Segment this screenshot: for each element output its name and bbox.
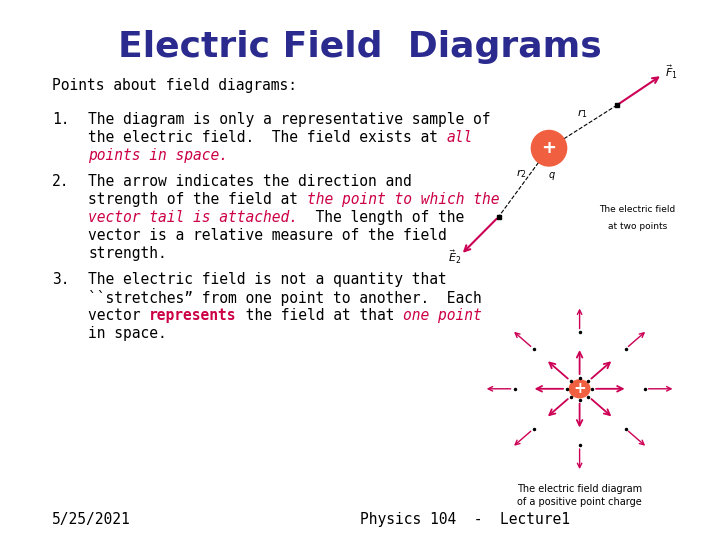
Text: of a positive point charge: of a positive point charge xyxy=(517,497,642,507)
Text: the point to which the: the point to which the xyxy=(307,192,499,207)
Text: Physics 104  -  Lecture1: Physics 104 - Lecture1 xyxy=(360,512,570,527)
Text: The electric field: The electric field xyxy=(599,205,675,214)
Circle shape xyxy=(570,380,590,397)
Text: at two points: at two points xyxy=(608,222,667,232)
Text: $\vec{F}_1$: $\vec{F}_1$ xyxy=(665,63,678,81)
Text: 1.: 1. xyxy=(52,112,70,127)
Text: 5/25/2021: 5/25/2021 xyxy=(52,512,131,527)
Text: The arrow indicates the direction and: The arrow indicates the direction and xyxy=(88,174,412,189)
Text: The electric field is not a quantity that: The electric field is not a quantity tha… xyxy=(88,272,446,287)
Text: $r_1$: $r_1$ xyxy=(577,107,588,120)
Text: points in space.: points in space. xyxy=(88,148,228,163)
Text: The length of the: The length of the xyxy=(298,210,464,225)
Circle shape xyxy=(531,131,567,166)
Text: $\vec{E}_2$: $\vec{E}_2$ xyxy=(448,249,462,266)
Text: 2.: 2. xyxy=(52,174,70,189)
Text: The diagram is only a representative sample of: The diagram is only a representative sam… xyxy=(88,112,490,127)
Text: $r_2$: $r_2$ xyxy=(516,167,527,180)
Text: q: q xyxy=(549,170,555,180)
Text: represents: represents xyxy=(149,308,237,323)
Text: strength of the field at: strength of the field at xyxy=(88,192,307,207)
Text: +: + xyxy=(573,381,586,396)
Text: the field at that: the field at that xyxy=(237,308,403,323)
Text: in space.: in space. xyxy=(88,326,167,341)
Text: one point: one point xyxy=(403,308,482,323)
Text: +: + xyxy=(541,139,557,157)
Text: ``stretches” from one point to another.  Each: ``stretches” from one point to another. … xyxy=(88,290,482,306)
Text: vector: vector xyxy=(88,308,149,323)
Text: the electric field.  The field exists at: the electric field. The field exists at xyxy=(88,130,446,145)
Text: all: all xyxy=(446,130,473,145)
Text: Electric Field  Diagrams: Electric Field Diagrams xyxy=(118,30,602,64)
Text: Points about field diagrams:: Points about field diagrams: xyxy=(52,78,297,93)
Text: The electric field diagram: The electric field diagram xyxy=(517,484,642,494)
Text: 3.: 3. xyxy=(52,272,70,287)
Text: strength.: strength. xyxy=(88,246,167,261)
Text: vector is a relative measure of the field: vector is a relative measure of the fiel… xyxy=(88,228,446,243)
Text: vector tail is attached.: vector tail is attached. xyxy=(88,210,298,225)
